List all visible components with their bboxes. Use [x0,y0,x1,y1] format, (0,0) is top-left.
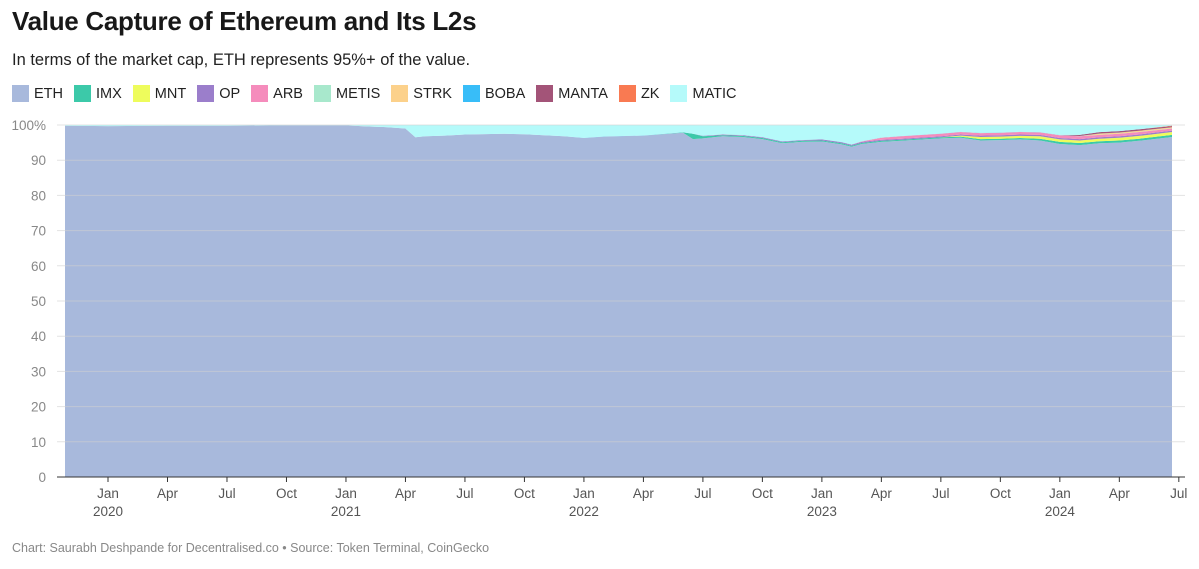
x-tick-label: Apr [157,486,179,501]
area-arb [65,125,1172,145]
y-tick-label: 40 [31,329,46,344]
legend-item-zk[interactable]: ZK [618,85,660,102]
x-tick-label: Jul [694,486,711,501]
x-tick-label: Apr [871,486,893,501]
legend-item-imx[interactable]: IMX [74,85,122,102]
y-tick-label: 100% [11,118,46,133]
legend-item-arb[interactable]: ARB [251,85,303,102]
x-tick-label: Jul [218,486,235,501]
chart-subtitle: In terms of the market cap, ETH represen… [12,51,471,69]
x-tick-label: Oct [990,486,1011,501]
legend-swatch [132,85,150,102]
x-tick-label: Apr [395,486,417,501]
chart-footer: Chart: Saurabh Deshpande for Decentralis… [12,541,490,555]
x-tick-year: 2022 [569,504,599,519]
chart-title: Value Capture of Ethereum and Its L2s [12,6,477,36]
legend-item-boba[interactable]: BOBA [462,85,526,102]
x-tick-label: Oct [752,486,773,501]
x-tick-label: Jan [811,486,833,501]
legend-label: STRK [413,85,452,102]
area-matic [65,125,1172,145]
legend-label: METIS [335,85,381,102]
legend-swatch [12,85,29,102]
legend-label: BOBA [484,85,526,102]
y-tick-label: 30 [31,364,46,379]
x-tick-year: 2023 [807,504,837,519]
legend-label: ETH [34,85,63,102]
legend: ETH IMX MNT OP ARB METIS STRK BOBA MANTA ZK MATIC [12,85,748,102]
legend-item-strk[interactable]: STRK [391,85,452,102]
y-tick-label: 60 [31,259,46,274]
legend-swatch [197,85,215,102]
y-tick-label: 90 [31,153,46,168]
x-tick-label: Oct [276,486,297,501]
legend-item-manta[interactable]: MANTA [536,85,608,102]
legend-label: ZK [640,85,660,102]
x-tick-label: Jan [97,486,119,501]
x-tick-label: Jan [1049,486,1071,501]
y-tick-label: 50 [31,294,46,309]
legend-label: MNT [154,85,187,102]
y-tick-label: 20 [31,400,46,415]
x-tick-label: Jan [573,486,595,501]
legend-swatch [391,85,409,102]
legend-label: OP [219,85,241,102]
y-tick-label: 70 [31,224,46,239]
legend-label: ARB [273,85,303,102]
legend-swatch [74,85,91,102]
x-tick-year: 2021 [331,504,361,519]
legend-swatch [251,85,269,102]
legend-item-matic[interactable]: MATIC [670,85,737,102]
legend-swatch [670,85,688,102]
area-op [65,125,1172,146]
x-tick-label: Apr [1109,486,1131,501]
y-tick-label: 0 [38,470,46,485]
x-tick-label: Jul [932,486,949,501]
legend-label: MANTA [558,85,608,102]
x-tick-label: Jul [1170,486,1187,501]
x-tick-label: Oct [514,486,535,501]
y-tick-label: 80 [31,188,46,203]
legend-item-eth[interactable]: ETH [12,85,63,102]
legend-swatch [618,85,636,102]
legend-label: IMX [96,85,122,102]
legend-item-metis[interactable]: METIS [313,85,381,102]
legend-item-op[interactable]: OP [197,85,240,102]
legend-swatch [536,85,554,102]
legend-swatch [313,85,331,102]
x-tick-label: Jul [456,486,473,501]
x-tick-label: Apr [633,486,655,501]
x-tick-year: 2020 [93,504,123,519]
legend-item-mnt[interactable]: MNT [132,85,187,102]
y-tick-label: 10 [31,435,46,450]
legend-label: MATIC [692,85,737,102]
x-tick-year: 2024 [1045,504,1076,519]
legend-swatch [462,85,480,102]
x-tick-label: Jan [335,486,357,501]
